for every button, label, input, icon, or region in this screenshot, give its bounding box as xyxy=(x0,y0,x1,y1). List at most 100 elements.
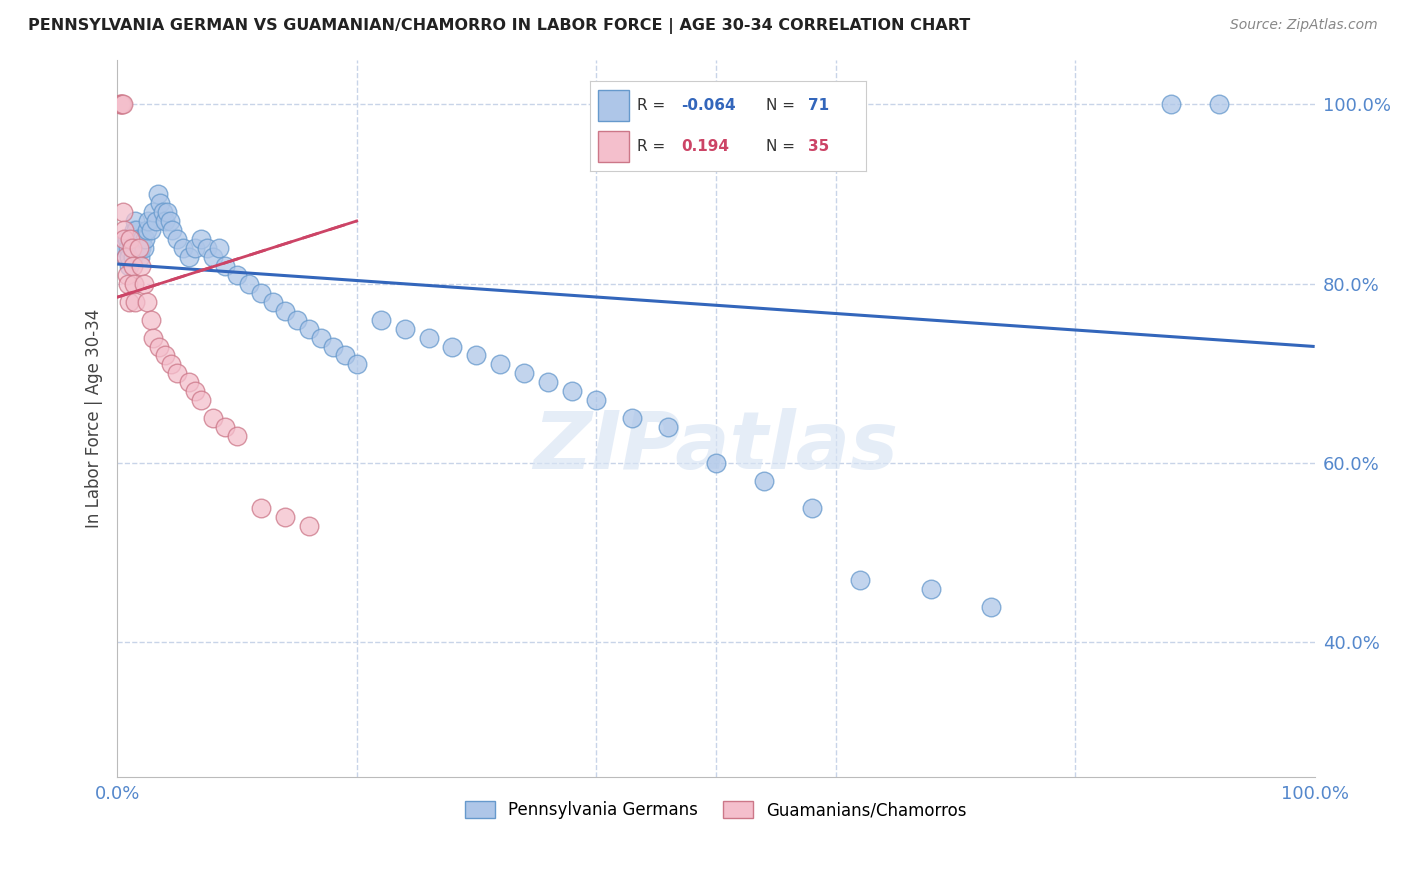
Point xyxy=(184,241,207,255)
Point xyxy=(848,573,870,587)
Point xyxy=(121,250,143,264)
Point xyxy=(980,599,1002,614)
Point xyxy=(250,285,273,300)
Point xyxy=(122,277,145,291)
Point xyxy=(129,250,152,264)
Point xyxy=(162,223,184,237)
Point xyxy=(800,500,823,515)
Legend: Pennsylvania Germans, Guamanians/Chamorros: Pennsylvania Germans, Guamanians/Chamorr… xyxy=(458,795,973,826)
Point xyxy=(156,205,179,219)
Point xyxy=(128,241,150,255)
Point xyxy=(190,393,212,408)
Point xyxy=(124,294,146,309)
Text: PENNSYLVANIA GERMAN VS GUAMANIAN/CHAMORRO IN LABOR FORCE | AGE 30-34 CORRELATION: PENNSYLVANIA GERMAN VS GUAMANIAN/CHAMORR… xyxy=(28,18,970,34)
Point xyxy=(118,250,141,264)
Point xyxy=(704,456,727,470)
Point xyxy=(489,358,512,372)
Point xyxy=(115,268,138,282)
Point xyxy=(322,339,344,353)
Text: Source: ZipAtlas.com: Source: ZipAtlas.com xyxy=(1230,18,1378,32)
Point xyxy=(112,241,135,255)
Point xyxy=(132,241,155,255)
Point xyxy=(250,500,273,515)
Point xyxy=(172,241,194,255)
Point xyxy=(115,232,138,246)
Point xyxy=(114,250,136,264)
Point xyxy=(166,367,188,381)
Point xyxy=(309,330,332,344)
Point xyxy=(920,582,942,596)
Point xyxy=(226,268,249,282)
Point xyxy=(585,393,607,408)
Point xyxy=(139,312,162,326)
Point xyxy=(177,250,200,264)
Point xyxy=(195,241,218,255)
Point xyxy=(441,339,464,353)
Point xyxy=(190,232,212,246)
Point xyxy=(108,97,131,112)
Point xyxy=(112,205,135,219)
Point xyxy=(117,277,139,291)
Point xyxy=(112,97,135,112)
Point xyxy=(657,420,679,434)
Point xyxy=(129,241,152,255)
Point xyxy=(128,241,150,255)
Point xyxy=(120,232,142,246)
Point xyxy=(238,277,260,291)
Point xyxy=(346,358,368,372)
Point xyxy=(127,232,149,246)
Point xyxy=(418,330,440,344)
Point xyxy=(298,321,321,335)
Point xyxy=(160,358,183,372)
Point xyxy=(131,232,153,246)
Point xyxy=(1208,97,1230,112)
Point xyxy=(214,420,236,434)
Point xyxy=(121,259,143,273)
Point xyxy=(118,259,141,273)
Point xyxy=(394,321,416,335)
Point xyxy=(124,214,146,228)
Point xyxy=(121,241,143,255)
Point xyxy=(208,241,231,255)
Point xyxy=(201,411,224,425)
Point xyxy=(122,223,145,237)
Point xyxy=(134,232,156,246)
Point xyxy=(298,518,321,533)
Point xyxy=(118,294,141,309)
Point xyxy=(274,303,297,318)
Point xyxy=(145,214,167,228)
Point xyxy=(166,232,188,246)
Point xyxy=(201,250,224,264)
Point xyxy=(1160,97,1182,112)
Point xyxy=(561,384,583,399)
Point xyxy=(112,223,135,237)
Point xyxy=(136,223,159,237)
Point xyxy=(132,277,155,291)
Point xyxy=(139,223,162,237)
Point xyxy=(370,312,392,326)
Point xyxy=(152,205,174,219)
Point xyxy=(111,97,134,112)
Point xyxy=(226,429,249,443)
Point xyxy=(465,349,488,363)
Point xyxy=(333,349,356,363)
Point xyxy=(274,509,297,524)
Point xyxy=(121,241,143,255)
Point xyxy=(110,97,132,112)
Point xyxy=(142,330,165,344)
Point xyxy=(177,376,200,390)
Point xyxy=(262,294,284,309)
Point xyxy=(621,411,644,425)
Point xyxy=(153,214,176,228)
Point xyxy=(159,214,181,228)
Point xyxy=(112,232,135,246)
Point xyxy=(148,339,170,353)
Text: ZIPatlas: ZIPatlas xyxy=(533,408,898,486)
Point xyxy=(114,250,136,264)
Y-axis label: In Labor Force | Age 30-34: In Labor Force | Age 30-34 xyxy=(86,309,103,528)
Point xyxy=(149,196,172,211)
Point xyxy=(136,294,159,309)
Point xyxy=(117,241,139,255)
Point xyxy=(146,187,169,202)
Point xyxy=(153,349,176,363)
